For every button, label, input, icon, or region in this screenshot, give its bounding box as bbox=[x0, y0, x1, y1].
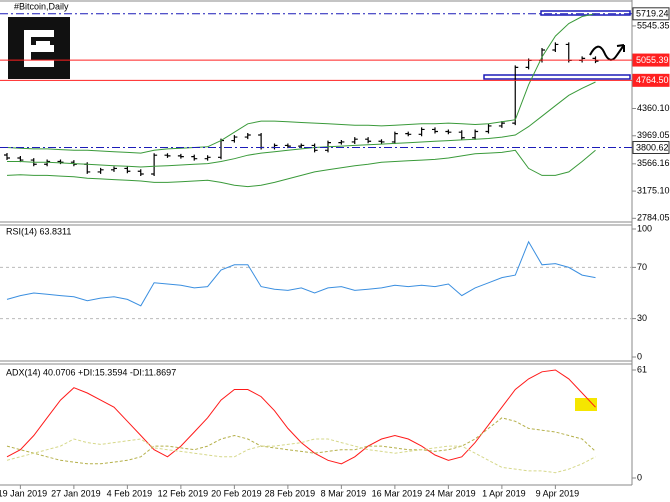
x-tick-label: 16 Mar 2019 bbox=[372, 488, 423, 498]
price-bar bbox=[284, 143, 291, 149]
x-tick-label: 9 Apr 2019 bbox=[536, 488, 580, 498]
x-tick-label: 24 Mar 2019 bbox=[425, 488, 476, 498]
indicator-line bbox=[6, 13, 596, 154]
y-tick-label: 70 bbox=[637, 262, 647, 272]
highlight-box bbox=[575, 398, 597, 411]
level-label-box bbox=[632, 7, 670, 21]
price-bar bbox=[97, 167, 104, 174]
price-bar bbox=[512, 65, 519, 126]
price-bar bbox=[137, 169, 144, 177]
x-tick-label: 27 Jan 2019 bbox=[51, 488, 101, 498]
price-bar bbox=[164, 153, 171, 158]
price-bar bbox=[485, 123, 492, 134]
level-label: 5055.39 bbox=[636, 55, 669, 65]
y-tick-label: 3969.05 bbox=[637, 130, 670, 140]
price-bar bbox=[44, 159, 51, 167]
price-bar bbox=[298, 143, 305, 149]
price-bar bbox=[231, 135, 238, 143]
price-bar bbox=[351, 137, 358, 144]
indicator-line bbox=[6, 417, 596, 465]
price-bar bbox=[472, 129, 479, 140]
x-tick-label: 1 Apr 2019 bbox=[482, 488, 526, 498]
y-tick-label: 3566.16 bbox=[637, 158, 670, 168]
x-tick-label: 20 Feb 2019 bbox=[211, 488, 262, 498]
price-bar bbox=[378, 139, 385, 144]
price-bar bbox=[151, 153, 158, 177]
x-tick-label: 28 Feb 2019 bbox=[265, 488, 316, 498]
price-bar bbox=[204, 155, 211, 161]
projection-arrow bbox=[589, 44, 625, 61]
price-bar bbox=[124, 166, 131, 174]
indicator-line bbox=[6, 149, 596, 188]
indicator-line bbox=[6, 240, 596, 307]
price-bar bbox=[445, 129, 452, 135]
y-tick-label: 0 bbox=[637, 472, 642, 482]
y-tick-label: 61 bbox=[637, 364, 647, 374]
price-bar bbox=[432, 127, 438, 134]
price-bar bbox=[4, 152, 10, 160]
logo bbox=[8, 17, 70, 79]
y-tick-label: 2784.05 bbox=[637, 213, 670, 223]
price-bar bbox=[391, 131, 398, 144]
x-tick-label: 4 Feb 2019 bbox=[107, 488, 153, 498]
y-tick-label: 0 bbox=[637, 351, 642, 361]
x-tick-label: 8 Mar 2019 bbox=[321, 488, 367, 498]
level-label: 4764.50 bbox=[636, 75, 669, 85]
pane-title: #Bitcoin,Daily bbox=[14, 1, 69, 11]
indicator-line bbox=[6, 369, 596, 465]
arrow-head bbox=[616, 44, 625, 52]
price-bar bbox=[111, 166, 117, 172]
y-tick-label: 4360.10 bbox=[637, 103, 670, 113]
price-bar bbox=[244, 132, 251, 140]
price-bar bbox=[405, 131, 412, 137]
level-label-box bbox=[632, 73, 670, 87]
price-bar bbox=[177, 153, 184, 159]
price-bar bbox=[191, 154, 198, 161]
price-bar bbox=[338, 139, 345, 145]
price-bar bbox=[552, 42, 559, 52]
indicator-line bbox=[6, 438, 596, 474]
indicator-line bbox=[7, 81, 596, 168]
level-label-box bbox=[632, 140, 670, 154]
level-label-box bbox=[632, 53, 670, 67]
pane-title: RSI(14) 63.8311 bbox=[6, 226, 71, 236]
y-tick-label: 3175.10 bbox=[637, 185, 670, 195]
level-label: 5719.24 bbox=[636, 9, 669, 19]
level-label: 3800.62 bbox=[636, 142, 669, 152]
drawing-boxes bbox=[483, 10, 631, 80]
price-bar bbox=[458, 130, 465, 140]
price-bar bbox=[418, 127, 425, 137]
x-tick-label: 12 Feb 2019 bbox=[158, 488, 209, 498]
x-tick-label: 19 Jan 2019 bbox=[0, 488, 47, 498]
y-tick-label: 100 bbox=[637, 223, 652, 233]
y-tick-label: 30 bbox=[637, 313, 647, 323]
pane-title: ADX(14) 40.0706 +DI:15.3594 -DI:11.8697 bbox=[6, 367, 176, 377]
y-tick-label: 5545.35 bbox=[637, 20, 670, 30]
price-bar bbox=[365, 137, 372, 144]
